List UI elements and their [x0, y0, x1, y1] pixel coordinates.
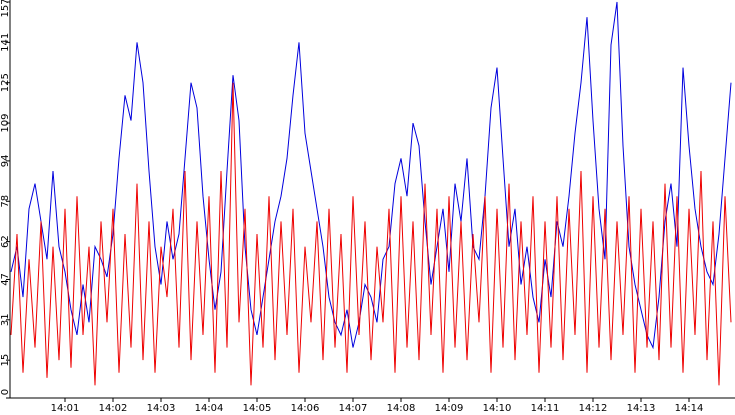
- y-tick-label: 125: [0, 73, 11, 92]
- y-tick-label: 15: [0, 354, 11, 367]
- y-tick-label: 141: [0, 33, 11, 52]
- data-line: [10, 1, 732, 350]
- x-tick-label: 14:03: [147, 403, 176, 414]
- x-tick-label: 14:08: [387, 403, 416, 414]
- y-tick-label: 62: [0, 235, 11, 248]
- x-tick-label: 14:06: [291, 403, 320, 414]
- x-tick-label: 14:04: [195, 403, 224, 414]
- x-tick-label: 14:02: [99, 403, 128, 414]
- x-tick-label: 14:12: [579, 403, 608, 414]
- x-tick-label: 14:07: [339, 403, 368, 414]
- y-tick-label: 47: [0, 273, 11, 286]
- y-tick-label: 94: [0, 155, 11, 168]
- y-tick-label: 78: [0, 195, 11, 208]
- x-tick-label: 14:09: [435, 403, 464, 414]
- x-tick-label: 14:14: [675, 403, 704, 414]
- x-tick-label: 14:10: [483, 403, 512, 414]
- y-tick-label: 109: [0, 114, 11, 133]
- x-tick-label: 14:05: [243, 403, 272, 414]
- y-tick-label: 31: [0, 313, 11, 326]
- x-tick-label: 14:01: [51, 403, 80, 414]
- x-tick-label: 14:11: [531, 403, 560, 414]
- y-tick-label: 0: [0, 389, 11, 395]
- data-line: [10, 82, 732, 386]
- x-tick-label: 14:13: [627, 403, 656, 414]
- y-tick-label: 157: [0, 0, 11, 18]
